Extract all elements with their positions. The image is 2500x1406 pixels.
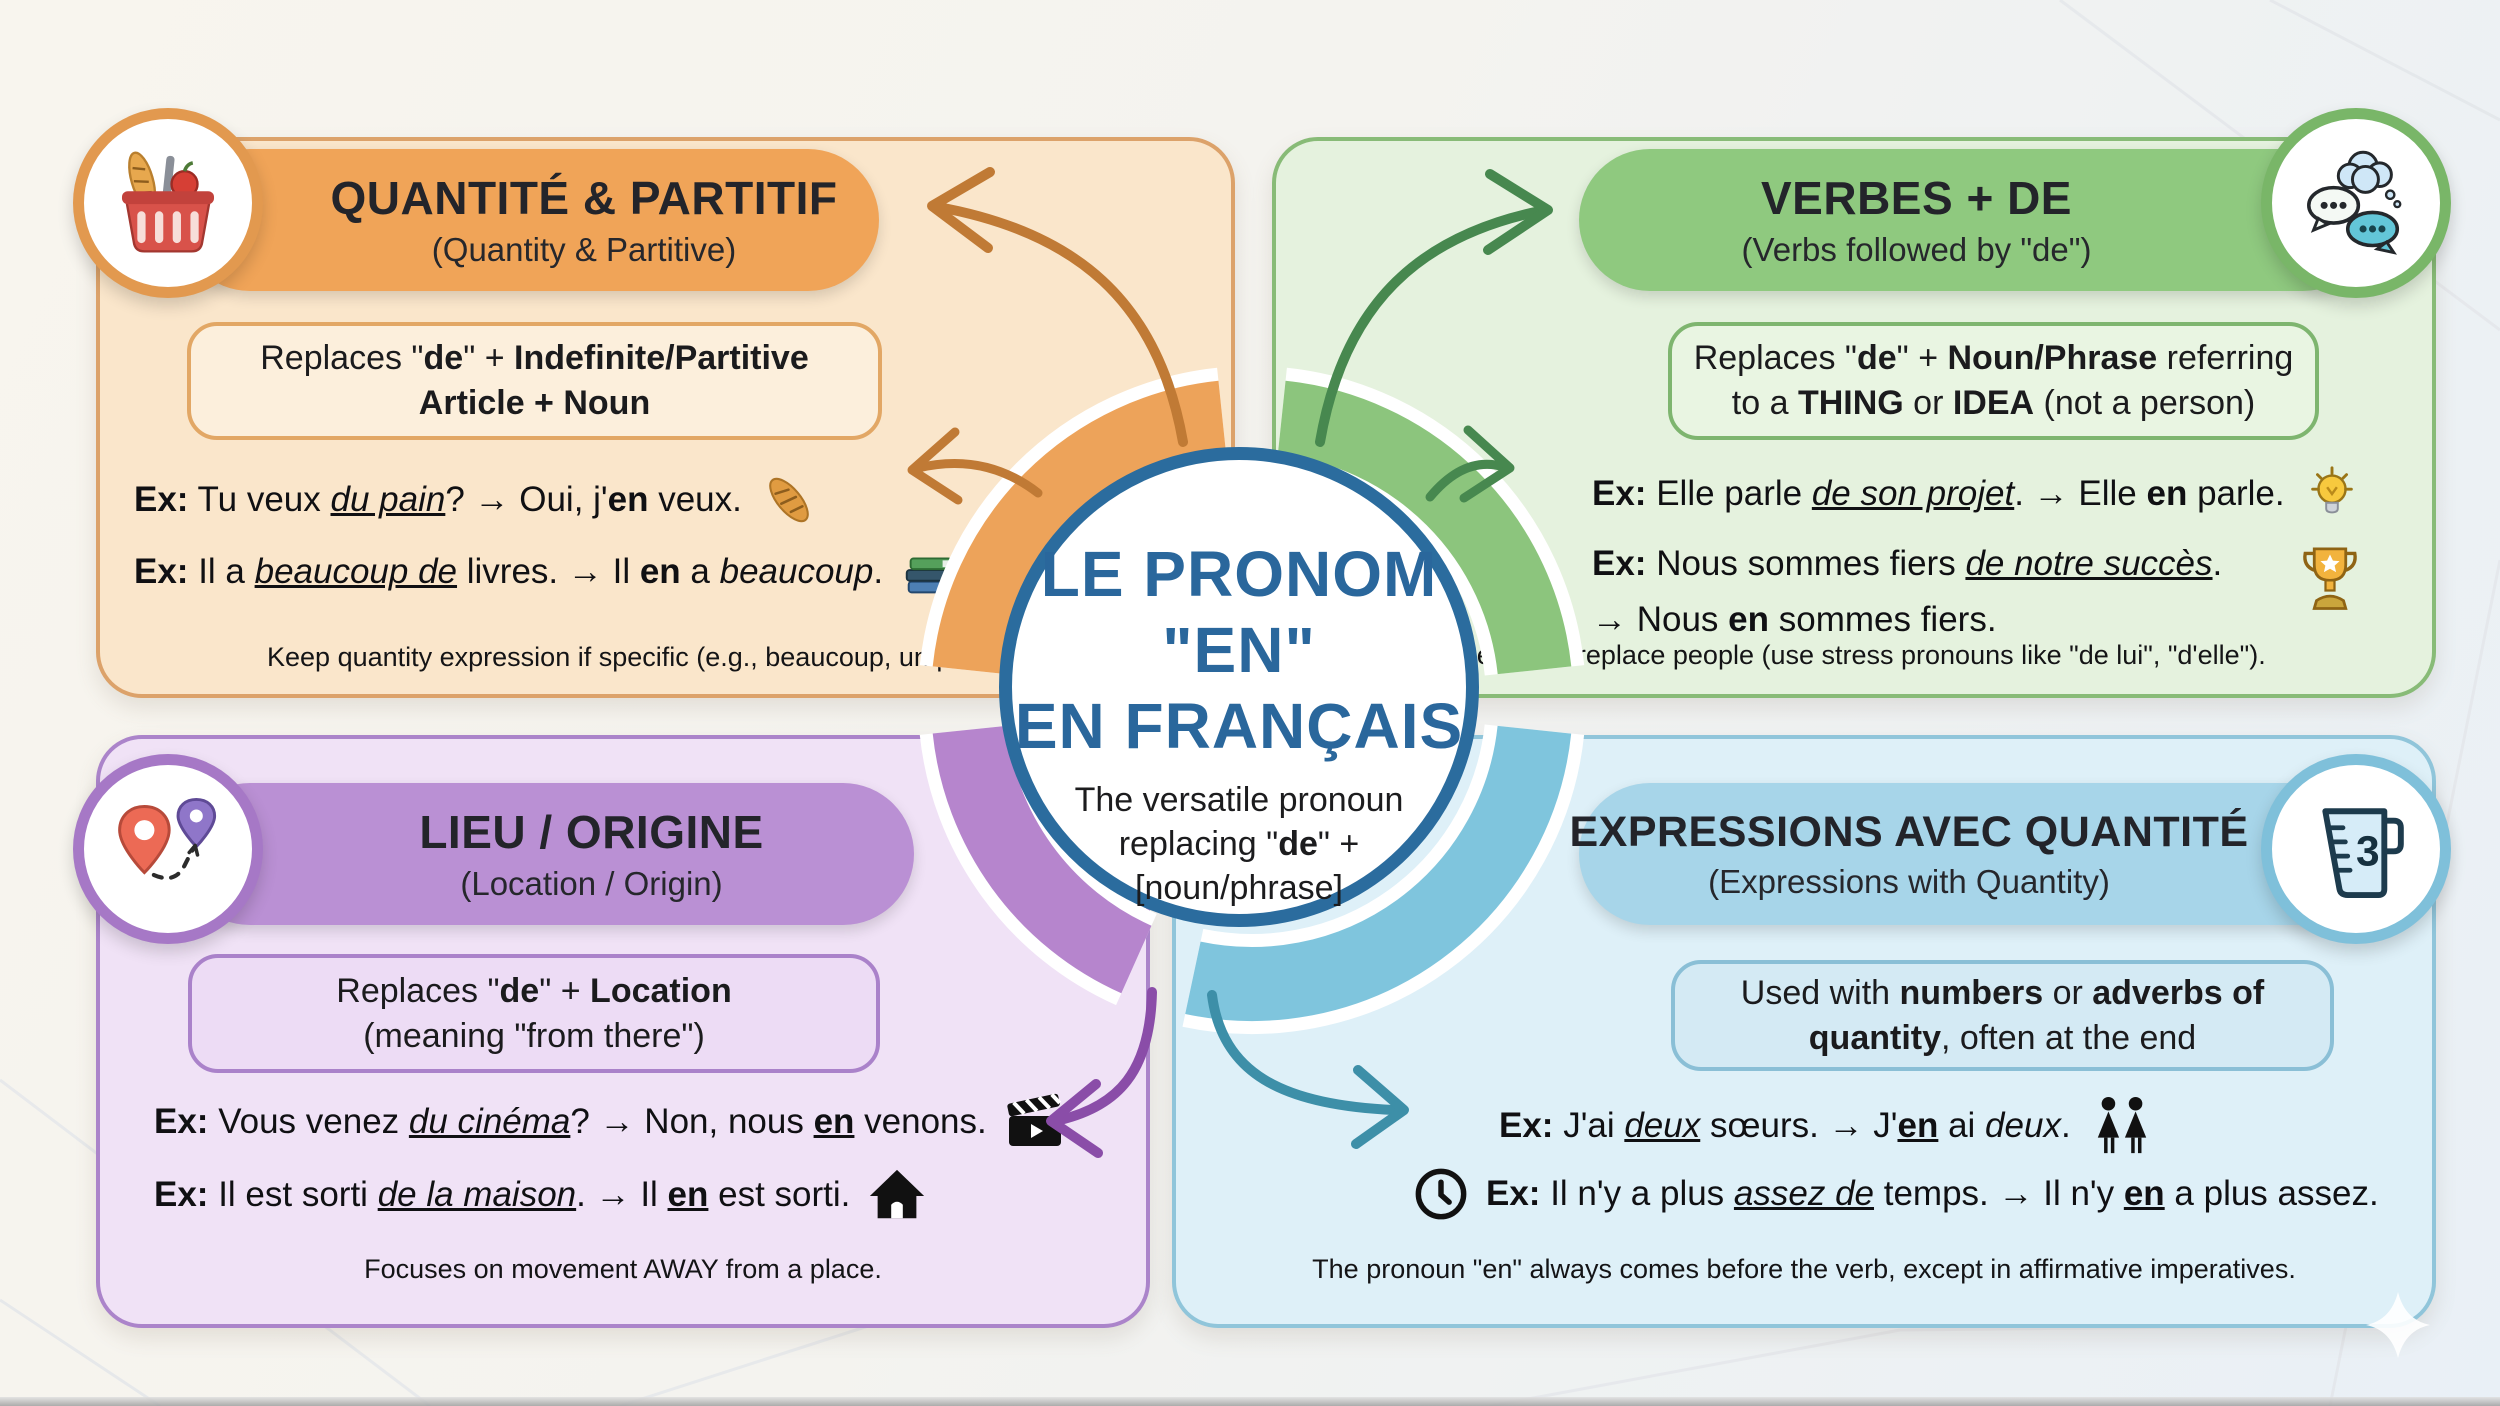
center-subtitle-line: [noun/phrase]	[1135, 869, 1343, 907]
example-text: Ex: Il est sorti de la maison. → Il en e…	[154, 1175, 851, 1214]
center-title-line1: LE PRONOM	[1040, 538, 1438, 610]
baguette-icon	[769, 477, 809, 523]
subtitle-lieu: (Location / Origin)	[460, 865, 723, 902]
center-subtitle-line: The versatile pronoun	[1074, 781, 1404, 819]
example-text: Ex: Il n'y a plus assez de temps. → Il n…	[1486, 1174, 2379, 1213]
example-quantite-2: Ex: Il a beaucoup de livres. → Il en a b…	[134, 536, 961, 608]
subtitle-verbes: (Verbs followed by "de")	[1741, 231, 2092, 268]
house-icon	[870, 1169, 925, 1219]
example-text: Ex: Nous sommes fiers de notre succès.	[1592, 544, 2223, 583]
title-lieu: LIEU / ORIGINE	[419, 806, 764, 858]
title-verbes: VERBES + DE	[1761, 172, 2072, 224]
rule-line: Used with numbers or adverbs of	[1740, 973, 2265, 1012]
title-expressions: EXPRESSIONS AVEC QUANTITÉ	[1569, 807, 2249, 856]
example-verbes-2: Ex: Nous sommes fiers de notre succès.	[1592, 536, 2222, 592]
example-text: Ex: Vous venez du cinéma? → Non, nous en…	[154, 1102, 987, 1141]
rule-line: Replaces "de" + Location	[336, 971, 732, 1010]
example-lieu-1: Ex: Vous venez du cinéma? → Non, nous en…	[154, 1086, 1067, 1158]
measuring-cup-icon: 3	[2322, 808, 2404, 898]
center-title-line2: "EN"	[1162, 614, 1316, 686]
center-subtitle: The versatile pronoun replacing "de" + […	[1075, 778, 1404, 910]
example-text: Ex: Elle parle de son projet. → Elle en …	[1592, 474, 2285, 513]
subtitle-quantite: (Quantity & Partitive)	[431, 231, 737, 268]
rule-line: Replaces "de" + Indefinite/Partitive	[260, 339, 809, 377]
rule-line: to a THING or IDEA (not a person)	[1731, 384, 2256, 422]
center-subtitle-line: replacing "de" +	[1118, 825, 1360, 863]
two-women-icon	[2097, 1096, 2146, 1154]
rule-line: Replaces "de" + Noun/Phrase referring	[1693, 339, 2294, 377]
rule-box-verbes: Replaces "de" + Noun/Phrase referring to…	[1668, 322, 2319, 440]
example-quantite-1: Ex: Tu veux du pain? → Oui, j'en veux.	[134, 464, 820, 536]
example-verbes-2-continued: → Nous en sommes fiers.	[1592, 584, 1997, 656]
clapperboard-icon	[1007, 1093, 1061, 1146]
example-text: → Nous en sommes fiers.	[1592, 600, 1997, 639]
rule-box-lieu: Replaces "de" + Location (meaning "from …	[188, 954, 880, 1073]
lightbulb-icon	[2310, 466, 2353, 514]
example-text: Ex: Il a beaucoup de livres. → Il en a b…	[134, 552, 884, 591]
rule-box-expressions: Used with numbers or adverbs of quantity…	[1671, 960, 2334, 1071]
rule-line: Article + Noun	[418, 384, 651, 422]
example-verbes-1: Ex: Elle parle de son projet. → Elle en …	[1592, 458, 2363, 530]
map-pins-icon	[118, 797, 217, 881]
title-quantite: QUANTITÉ & PARTITIF	[330, 172, 838, 224]
header-expressions: EXPRESSIONS AVEC QUANTITÉ (Expressions w…	[1569, 783, 2379, 925]
clock-icon	[1415, 1168, 1467, 1220]
rule-box-quantite: Replaces "de" + Indefinite/Partitive Art…	[187, 322, 882, 440]
books-icon	[905, 557, 955, 594]
speech-bubbles-icon	[2307, 150, 2402, 255]
example-lieu-2: Ex: Il est sorti de la maison. → Il en e…	[154, 1159, 928, 1231]
example-expressions-2: Ex: Il n'y a plus assez de temps. → Il n…	[1412, 1158, 2379, 1230]
note-expressions: The pronoun "en" always comes before the…	[1312, 1254, 2296, 1284]
badge-verbes	[2261, 108, 2451, 298]
shopping-basket-icon	[121, 151, 215, 253]
center-circle: LE PRONOM "EN" EN FRANÇAIS The versatile…	[999, 447, 1479, 927]
rule-line: (meaning "from there")	[363, 1016, 705, 1055]
header-lieu: LIEU / ORIGINE (Location / Origin)	[179, 783, 914, 925]
bottom-edge-strip	[0, 1397, 2500, 1406]
svg-text:3: 3	[2356, 829, 2380, 876]
header-verbes: VERBES + DE (Verbs followed by "de")	[1579, 149, 2374, 291]
trophy-icon	[2303, 547, 2357, 610]
example-text: Ex: Tu veux du pain? → Oui, j'en veux.	[134, 480, 742, 519]
rule-line: quantity, often at the end	[1808, 1018, 2197, 1057]
note-lieu: Focuses on movement AWAY from a place.	[364, 1254, 882, 1284]
subtitle-expressions: (Expressions with Quantity)	[1708, 862, 2110, 900]
badge-expressions: 3	[2261, 754, 2451, 944]
center-title-line3: EN FRANÇAIS	[1014, 690, 1464, 762]
badge-quantite	[73, 108, 263, 298]
example-text: Ex: J'ai deux sœurs. → J'en ai deux.	[1499, 1106, 2071, 1145]
example-expressions-1: Ex: J'ai deux sœurs. → J'en ai deux.	[1499, 1090, 2157, 1162]
badge-lieu	[73, 754, 263, 944]
header-quantite: QUANTITÉ & PARTITIF (Quantity & Partitiv…	[179, 149, 879, 291]
